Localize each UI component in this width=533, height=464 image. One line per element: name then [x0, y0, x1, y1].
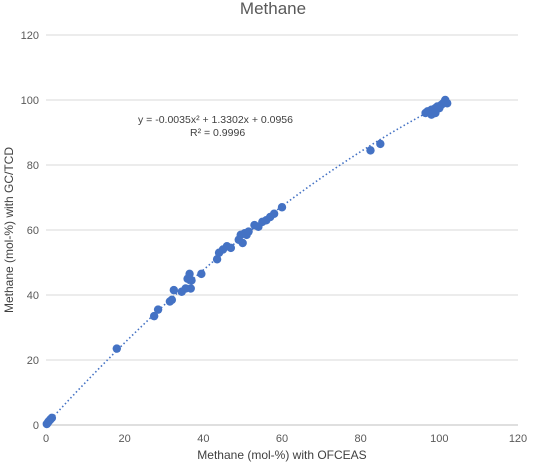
data-point — [167, 295, 177, 305]
x-tick-label: 20 — [119, 433, 131, 445]
data-point — [244, 227, 253, 236]
data-point — [153, 305, 163, 314]
data-point — [197, 269, 206, 279]
y-tick-label: 120 — [21, 30, 39, 42]
y-tick-label: 40 — [27, 290, 39, 302]
trendline-r-squared: R² = 0.9996 — [190, 127, 245, 139]
trendline-equation: y = -0.0035x² + 1.3302x + 0.0956 — [138, 114, 293, 126]
data-point — [169, 285, 179, 295]
data-point — [443, 99, 452, 108]
data-point — [277, 203, 287, 212]
y-tick-label: 80 — [27, 160, 39, 172]
data-points — [42, 95, 452, 429]
chart-title: Methane — [240, 0, 306, 18]
x-tick-label: 40 — [197, 433, 209, 445]
gridlines — [46, 34, 518, 361]
data-point — [238, 238, 247, 248]
data-point — [47, 413, 57, 423]
data-point — [376, 139, 385, 149]
data-point — [186, 284, 195, 293]
data-point — [366, 146, 375, 155]
y-tick-label: 0 — [33, 420, 39, 432]
x-tick-label: 80 — [355, 433, 367, 445]
data-point — [112, 344, 122, 353]
y-tick-label: 100 — [21, 95, 39, 107]
x-axis-label: Methane (mol-%) with OFCEAS — [197, 448, 366, 462]
x-tick-labels: 0 20 40 60 80 100 120 — [43, 433, 527, 445]
x-tick-label: 0 — [43, 433, 49, 445]
y-tick-label: 20 — [27, 355, 39, 367]
data-point — [187, 276, 196, 285]
x-tick-label: 120 — [509, 433, 527, 445]
data-point — [269, 209, 279, 218]
data-point — [149, 311, 159, 321]
x-tick-label: 100 — [430, 433, 448, 445]
y-axis-label: Methane (mol-%) with GC/TCD — [2, 147, 16, 313]
data-point — [185, 269, 194, 279]
data-point — [431, 108, 440, 118]
polynomial-trendline — [45, 101, 448, 426]
x-tick-label: 60 — [276, 433, 288, 445]
data-point — [226, 243, 236, 253]
data-point — [212, 255, 222, 264]
y-tick-labels: 0 20 40 60 80 100 120 — [21, 30, 39, 432]
y-tick-label: 60 — [27, 225, 39, 237]
